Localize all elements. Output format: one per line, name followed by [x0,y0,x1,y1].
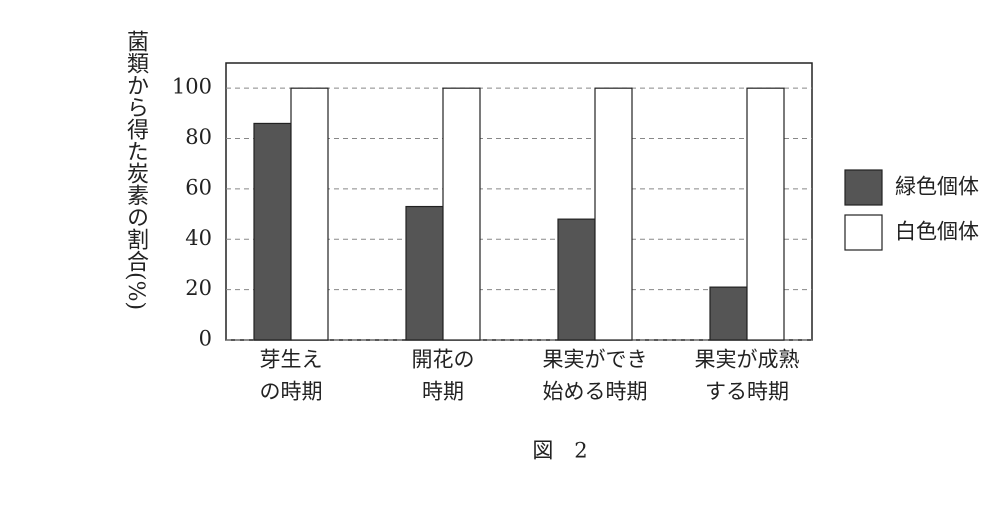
y-tick-label: 60 [185,175,212,199]
legend-label: 緑色個体 [895,175,979,199]
y-tick-label: 40 [185,226,212,250]
x-tick-label: 果実ができ [543,348,648,372]
x-tick-label: 始める時期 [543,380,648,404]
bar [253,122,292,341]
bar [442,87,481,341]
legend-swatch [844,169,883,206]
legend-label: 白色個体 [895,220,979,244]
caption: 図 2 [532,439,587,463]
bar [557,218,596,341]
x-tick-label: 開花の [412,348,475,372]
x-tick-label: する時期 [705,380,789,404]
x-tick-label: 芽生え [260,348,323,372]
y-axis-label: 菌類から得た炭素の割合(%) [123,30,149,310]
y-tick-label: 100 [172,75,212,99]
x-tick-label: 果実が成熟 [695,348,800,372]
bar [709,286,748,341]
y-tick-label: 0 [199,327,212,351]
y-tick-label: 80 [185,125,212,149]
bar [405,205,444,341]
x-tick-label: の時期 [260,380,323,404]
bar [290,87,329,341]
bar [746,87,785,341]
bar [594,87,633,341]
y-tick-label: 20 [185,276,212,300]
x-tick-label: 時期 [422,380,464,404]
legend-swatch [844,214,883,251]
